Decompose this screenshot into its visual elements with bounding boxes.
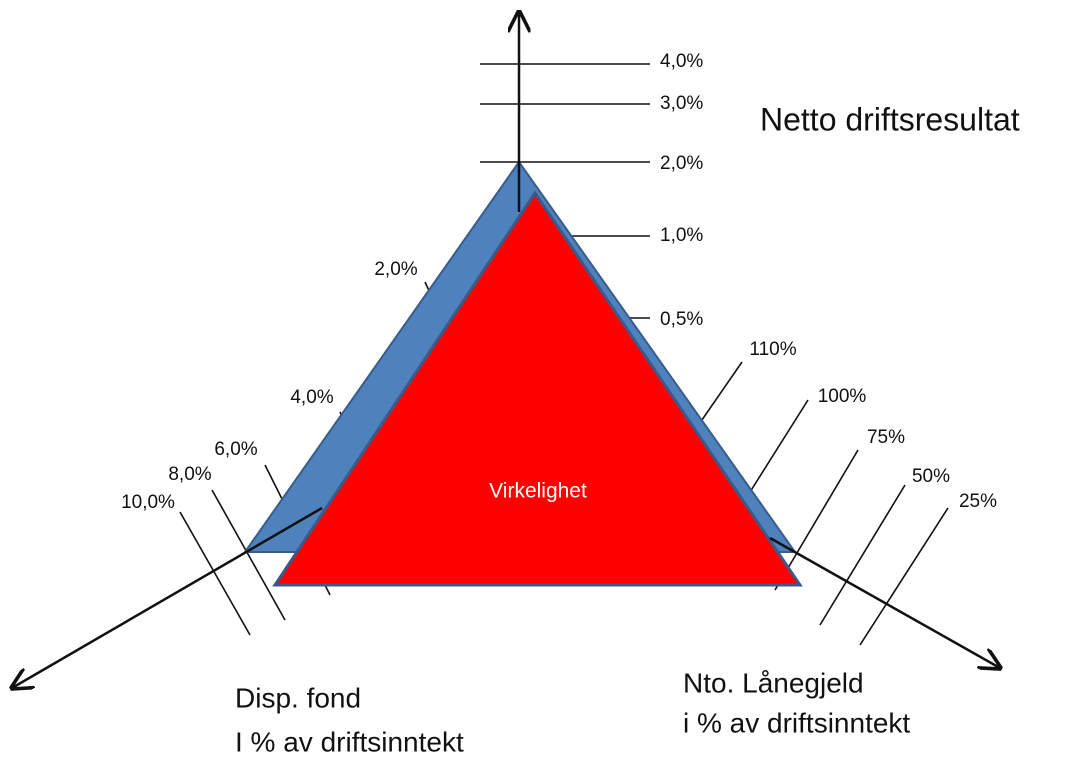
tick-label: 2,0% <box>374 259 417 280</box>
tick-label: 6,0% <box>214 439 257 460</box>
axis-label: Nto. Lånegjeld <box>683 667 864 698</box>
axis-label: Netto driftsresultat <box>760 101 1020 137</box>
tick-line <box>179 511 251 636</box>
tick-label: 10,0% <box>121 492 175 513</box>
tick-line <box>819 484 906 626</box>
tick-label: 75% <box>867 427 905 448</box>
tick-label: 2,0% <box>660 153 703 174</box>
tick-line <box>694 361 743 431</box>
tick-line <box>211 489 286 621</box>
tick-line <box>744 399 809 501</box>
tick-label: 50% <box>912 466 950 487</box>
axis-arrow <box>12 506 323 688</box>
tick-label: 0,5% <box>660 309 703 330</box>
tick-label: 4,0% <box>290 387 333 408</box>
actual-triangle <box>272 190 803 587</box>
tick-line <box>859 507 949 646</box>
tick-label: 110% <box>749 339 796 360</box>
triangle-label: Virkelighet <box>489 480 587 503</box>
tick-label: 1,0% <box>660 225 703 246</box>
tick-label: 3,0% <box>660 93 703 114</box>
axis-arrow <box>769 536 1000 668</box>
axis-label: I % av driftsinntekt <box>235 726 464 757</box>
tick-label: 25% <box>959 491 997 512</box>
axis-label: i % av driftsinntekt <box>683 707 910 738</box>
tick-label: 8,0% <box>168 464 211 485</box>
axis-label: Disp. fond <box>235 682 361 713</box>
tick-label: 100% <box>818 386 867 407</box>
tick-label: 4,0% <box>660 51 703 72</box>
